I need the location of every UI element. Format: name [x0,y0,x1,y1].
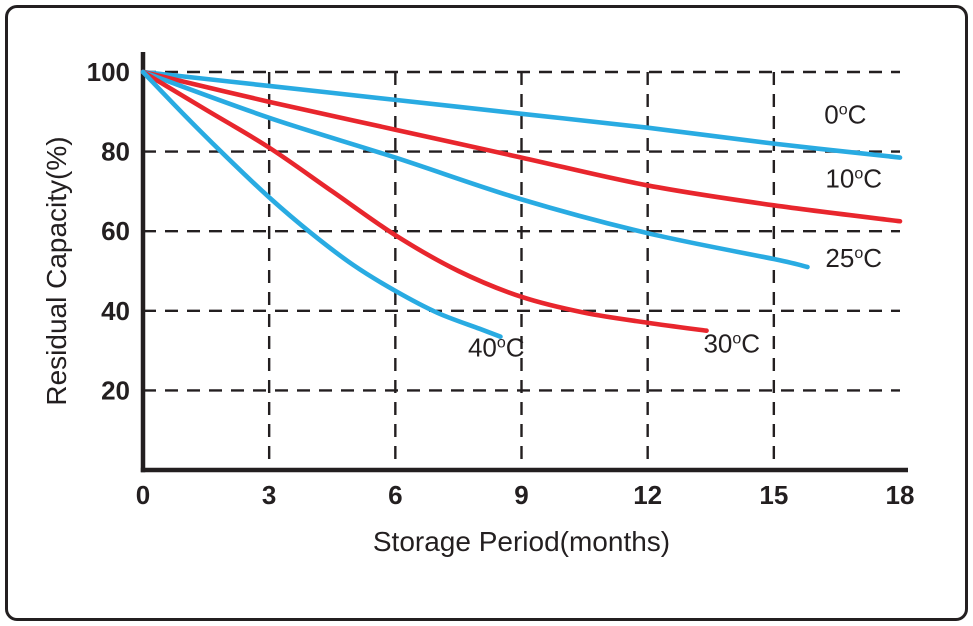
x-tick-label: 9 [514,480,528,510]
x-axis-title: Storage Period(months) [373,526,670,557]
y-tick-label: 100 [87,57,130,87]
y-tick-label: 40 [101,296,130,326]
curve-label-0c: 0oC [824,100,866,130]
curve-label-40c: 40oC [468,333,525,363]
x-tick-label: 18 [886,480,915,510]
x-tick-label: 12 [633,480,662,510]
x-tick-label: 3 [262,480,276,510]
curve-label-30c: 30oC [703,329,760,359]
y-tick-label: 20 [101,375,130,405]
curve-25c [140,69,810,270]
curve-30c [140,69,709,333]
curve-40c [140,69,503,339]
curve-0c [140,69,903,160]
curve-label-10c: 10oC [825,163,882,193]
y-tick-label: 60 [101,216,130,246]
curve-label-25c: 25oC [825,243,882,273]
curve-10c [140,69,903,224]
x-tick-label: 0 [136,480,150,510]
y-axis-title: Residual Capacity(%) [41,136,72,405]
x-tick-label: 6 [388,480,402,510]
y-tick-label: 80 [101,137,130,167]
x-tick-label: 15 [759,480,788,510]
